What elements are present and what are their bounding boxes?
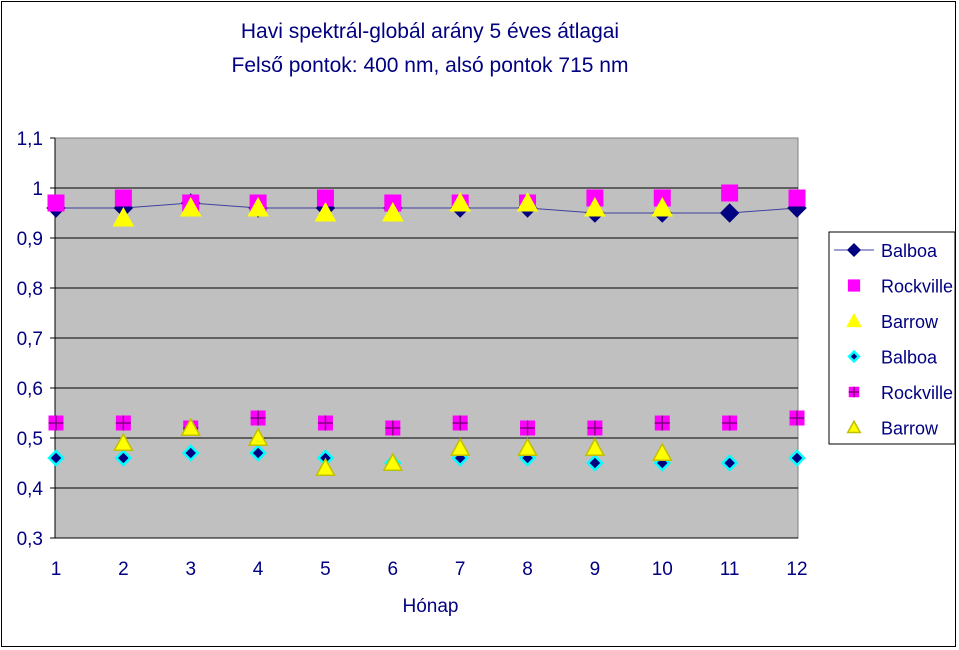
data-point: [722, 415, 738, 431]
data-point: [179, 196, 202, 217]
legend-entry: Rockville: [848, 383, 953, 403]
y-tick-label: 1,1: [17, 129, 43, 150]
series-barrow-400nm: [112, 191, 674, 227]
legend-entry: Balboa: [834, 241, 938, 261]
data-point: [449, 437, 471, 456]
legend-entry: Barrow: [846, 312, 939, 332]
x-tick-label: 8: [522, 559, 533, 580]
data-point: [654, 415, 670, 431]
data-point: [180, 417, 202, 436]
chart-title: Havi spektrál-globál arány 5 éves átlaga…: [240, 20, 620, 43]
legend-entry: Rockville: [847, 277, 953, 297]
y-tick-label: 0,5: [17, 429, 43, 450]
series-barrow-715nm: [113, 417, 673, 476]
legend-entries: Balboa Rockville Barrow Balboa Rockville Barr…: [834, 241, 953, 439]
data-point: [315, 457, 336, 476]
data-point: [788, 189, 806, 207]
data-point: [382, 452, 404, 471]
y-tick-label: 0,7: [17, 329, 43, 350]
y-tick-label: 0,6: [17, 379, 43, 400]
data-point: [114, 189, 132, 207]
x-tick-label: 6: [388, 559, 399, 580]
legend-label: Barrow: [881, 312, 939, 332]
x-tick-label: 7: [455, 559, 466, 580]
legend-label: Rockville: [881, 277, 953, 297]
legend-entry: Balboa: [847, 348, 938, 368]
data-point: [48, 415, 64, 431]
data-point: [720, 454, 739, 472]
series-layer: [46, 184, 807, 476]
data-point: [317, 415, 333, 431]
data-point: [113, 432, 134, 451]
series-rockville-715nm: [48, 410, 805, 436]
data-point: [516, 191, 539, 212]
legend-label: Balboa: [881, 348, 938, 368]
y-tick-label: 0,3: [17, 529, 43, 550]
chart-subtitle: Felső pontok: 400 nm, alsó pontok 715 nm: [231, 54, 629, 77]
gridlines: [54, 138, 798, 539]
y-tick-label: 0,4: [17, 479, 44, 500]
data-point: [47, 449, 65, 467]
data-point: [584, 437, 606, 456]
data-point: [719, 203, 740, 223]
x-tick-label: 11: [720, 559, 740, 580]
legend-label: Rockville: [881, 383, 953, 403]
data-point: [452, 415, 468, 431]
data-point: [788, 449, 806, 467]
data-point: [385, 420, 401, 436]
data-point: [517, 437, 538, 456]
data-point: [249, 444, 267, 462]
x-tick-label: 3: [185, 559, 196, 580]
y-tick-label: 1: [32, 179, 43, 200]
x-axis-ticks: 1 2 3 4 5 6 7 8 9 10 11 12: [51, 559, 808, 580]
legend-label: Barrow: [881, 419, 939, 439]
series-line: [56, 202, 798, 214]
x-tick-label: 2: [118, 559, 129, 580]
x-tick-label: 4: [253, 559, 264, 580]
data-point: [587, 420, 603, 436]
data-point: [114, 449, 133, 467]
data-point: [112, 206, 135, 227]
data-point: [47, 194, 65, 212]
data-point: [584, 196, 606, 217]
x-axis-label: Hónap: [403, 596, 459, 617]
legend-entry: Barrow: [846, 419, 939, 439]
data-point: [520, 420, 536, 436]
data-point: [247, 196, 269, 217]
data-point: [247, 427, 269, 446]
data-point: [314, 201, 337, 222]
data-point: [651, 196, 674, 217]
data-point: [449, 191, 472, 212]
legend-label: Balboa: [881, 241, 938, 261]
y-tick-label: 0,8: [17, 279, 43, 300]
x-tick-label: 12: [786, 559, 807, 580]
data-point: [115, 415, 131, 431]
data-point: [181, 444, 200, 462]
data-point: [586, 454, 604, 472]
x-tick-label: 9: [590, 559, 601, 580]
data-point: [250, 410, 266, 426]
data-point: [651, 442, 673, 461]
y-tick-label: 0,9: [17, 229, 43, 250]
data-point: [381, 201, 404, 222]
x-tick-label: 1: [51, 559, 62, 580]
x-tick-label: 10: [652, 559, 673, 580]
data-point: [721, 184, 739, 202]
y-axis-ticks: 0,3 0,4 0,5 0,6 0,7 0,8 0,9 1 1,1: [17, 129, 55, 550]
x-tick-label: 5: [320, 559, 331, 580]
data-point: [789, 410, 805, 426]
legend: [828, 231, 956, 445]
